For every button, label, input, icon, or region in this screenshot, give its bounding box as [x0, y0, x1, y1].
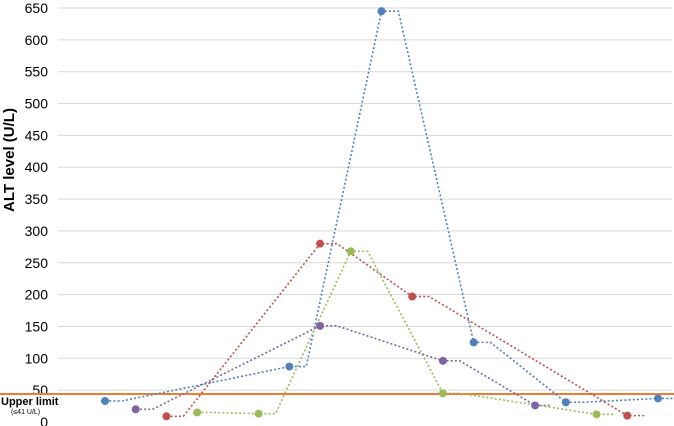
series-group	[101, 7, 674, 421]
series-1-point-6	[654, 394, 662, 403]
upper-limit-label: Upper limit	[1, 396, 59, 408]
y-tick-label-650: 650	[25, 0, 49, 16]
series-1-line	[105, 10, 674, 404]
series-3-point-1	[193, 408, 202, 417]
y-tick-label-150: 150	[25, 318, 49, 334]
series-3-point-2	[254, 409, 263, 418]
y-tick-label-450: 450	[25, 127, 49, 143]
y-tick-label-100: 100	[25, 350, 49, 366]
series-4-point-2	[316, 321, 325, 330]
series-2-point-4	[623, 411, 632, 420]
series-1-point-1	[101, 396, 109, 405]
grid-lines	[58, 7, 672, 391]
series-4-line	[135, 325, 553, 411]
y-axis-label: ALT level (U/L)	[1, 108, 18, 212]
y-tick-label-350: 350	[25, 191, 49, 207]
y-tick-label-250: 250	[25, 255, 49, 271]
y-tick-label-300: 300	[25, 223, 49, 239]
series-4-point-3	[438, 356, 447, 365]
series-1-point-4	[469, 338, 478, 347]
y-tick-label-600: 600	[25, 32, 49, 48]
y-tick-label-0: 0	[40, 414, 48, 426]
series-2-line	[166, 242, 645, 418]
y-tick-label-400: 400	[25, 159, 49, 175]
y-tick-label-500: 500	[25, 96, 49, 112]
series-1-point-5	[561, 398, 570, 407]
y-tick-label-200: 200	[25, 287, 49, 303]
y-tick-label-550: 550	[25, 64, 49, 80]
upper-limit-reference: Upper limit(≤41 U/L)	[0, 392, 674, 416]
series-1-point-2	[285, 362, 294, 371]
series-2-point-1	[162, 412, 171, 421]
series-3-line	[197, 250, 614, 416]
series-1-point-3	[377, 7, 386, 16]
series-4-point-1	[131, 405, 140, 414]
series-4-point-4	[531, 401, 540, 410]
series-3-point-5	[592, 410, 601, 419]
series-3-point-4	[438, 389, 447, 398]
series-3-point-3	[346, 247, 355, 256]
series-2-point-3	[408, 292, 417, 301]
series-2-point-2	[316, 239, 325, 248]
upper-limit-sublabel: (≤41 U/L)	[11, 409, 40, 416]
